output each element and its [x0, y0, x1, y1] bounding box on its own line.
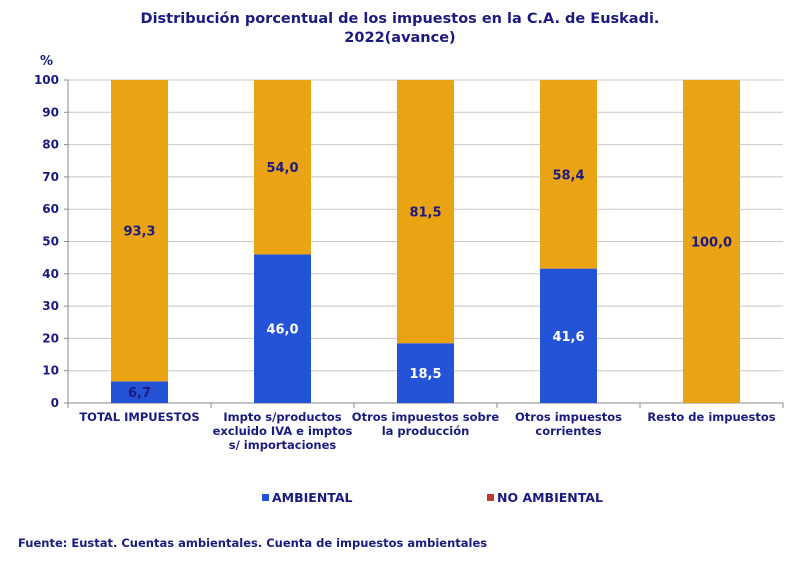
y-tick-label: 30 [42, 299, 59, 313]
bars [111, 80, 740, 403]
legend-label-no-ambiental: NO AMBIENTAL [497, 490, 603, 505]
category-label: Otros impuestos sobre la producción [352, 410, 500, 438]
data-labels: 6,7 93,3 46,0 54,0 18,5 81,5 41,6 58,4 100,0 [123, 161, 732, 401]
legend-swatch-no-ambiental [487, 494, 494, 501]
category-label: Resto de impuestos [647, 410, 775, 424]
y-axis-unit: % [40, 54, 53, 69]
bar-ambiental [254, 254, 311, 403]
bar-no-ambiental [254, 80, 311, 255]
category-label: TOTAL IMPUESTOS [79, 410, 199, 424]
y-tick-label: 50 [42, 235, 59, 249]
legend: AMBIENTAL NO AMBIENTAL [0, 490, 800, 508]
y-tick-label: 70 [42, 170, 59, 184]
legend-item-no-ambiental: NO AMBIENTAL [487, 490, 603, 505]
bar-no-ambiental [540, 80, 597, 269]
legend-item-ambiental: AMBIENTAL [262, 490, 353, 505]
y-tick-label: 100 [34, 73, 59, 87]
data-label-ambiental: 6,7 [128, 386, 151, 401]
y-tick-label: 80 [42, 138, 59, 152]
legend-swatch-ambiental [262, 494, 269, 501]
y-tick-label: 20 [42, 331, 59, 345]
data-label-ambiental: 46,0 [266, 323, 298, 338]
chart-title-line-1: Distribución porcentual de los impuestos… [140, 11, 660, 27]
legend-label-ambiental: AMBIENTAL [272, 490, 353, 505]
data-label-ambiental: 18,5 [409, 367, 441, 382]
data-label-no-ambiental: 58,4 [552, 168, 584, 183]
data-label-ambiental: 41,6 [552, 330, 584, 345]
chart-title-line-2: 2022(avance) [344, 30, 456, 46]
data-label-no-ambiental: 81,5 [409, 206, 441, 221]
y-tick-label: 90 [42, 105, 59, 119]
data-label-no-ambiental: 93,3 [123, 225, 155, 240]
y-tick-label: 60 [42, 202, 59, 216]
chart-title: Distribución porcentual de los impuestos… [0, 10, 800, 48]
category-labels: TOTAL IMPUESTOS Impto s/productos excluido… [79, 410, 775, 452]
bar-ambiental [397, 343, 454, 403]
data-label-no-ambiental: 100,0 [691, 236, 732, 251]
bar-no-ambiental [111, 80, 168, 382]
data-label-no-ambiental: 54,0 [266, 161, 298, 176]
bar-ambiental [540, 268, 597, 403]
y-tick-label: 40 [42, 267, 59, 281]
y-tick-label: 0 [51, 396, 59, 410]
bar-no-ambiental [397, 80, 454, 344]
y-tick-label: 10 [42, 364, 59, 378]
category-label: Otros impuestos corrientes [515, 410, 622, 438]
category-label: Impto s/productos excluido IVA e imptos s/… [213, 410, 353, 452]
bar-ambiental [111, 381, 168, 403]
bar-no-ambiental [683, 80, 740, 403]
source-note: Fuente: Eustat. Cuentas ambientales. Cue… [18, 536, 488, 550]
